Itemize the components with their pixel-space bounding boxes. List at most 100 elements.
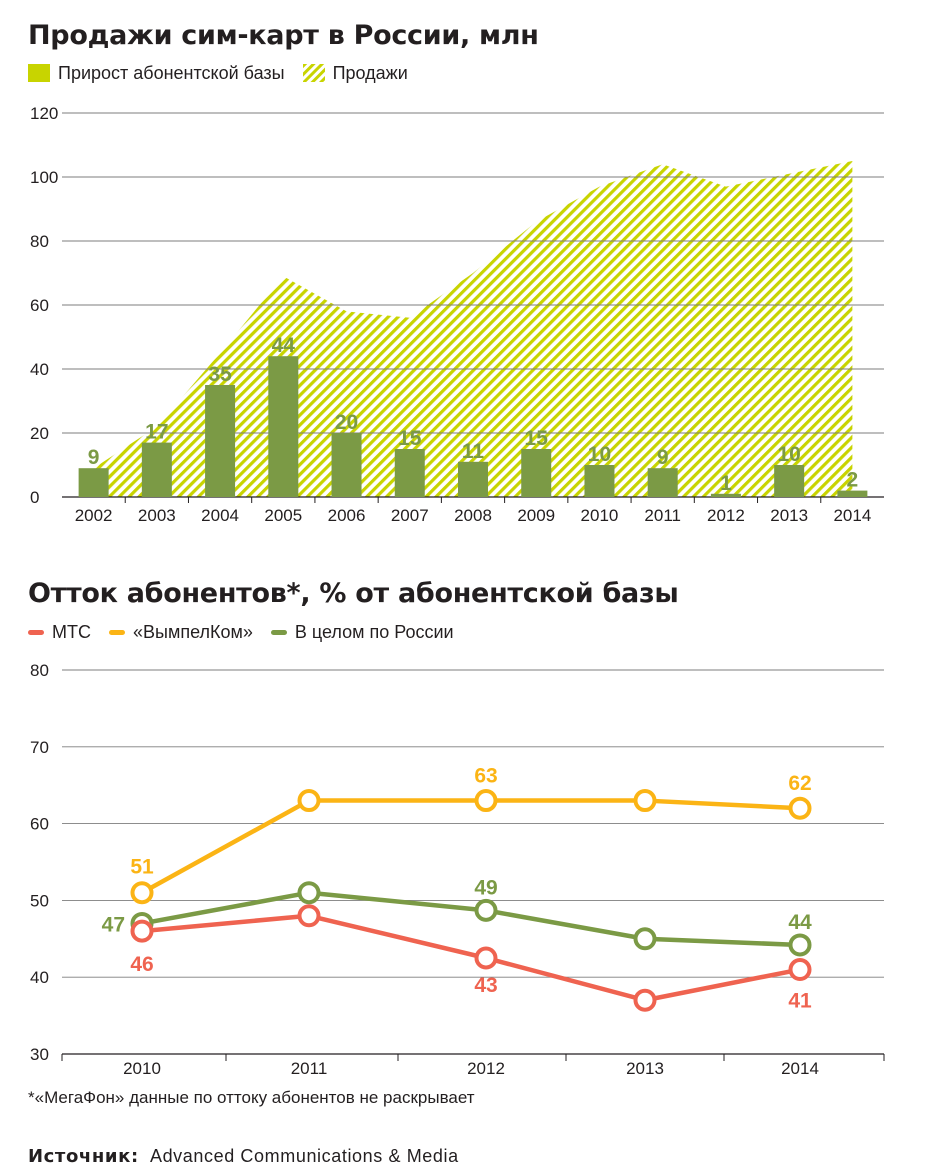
bar-2007 bbox=[394, 449, 425, 497]
y-tick-label: 50 bbox=[30, 891, 49, 910]
bar-label: 9 bbox=[88, 446, 100, 469]
point-1-2011 bbox=[297, 789, 321, 813]
point-0-2010 bbox=[130, 919, 154, 943]
point-1-2013 bbox=[633, 789, 657, 813]
bar-2014 bbox=[837, 490, 868, 497]
x-tick-label: 2010 bbox=[581, 506, 619, 525]
x-tick-label: 2013 bbox=[770, 506, 808, 525]
y-tick-label: 20 bbox=[30, 424, 49, 443]
point-0-2011 bbox=[297, 904, 321, 928]
x-tick-label: 2011 bbox=[644, 506, 681, 525]
x-tick-label: 2014 bbox=[781, 1059, 819, 1078]
point-0-2012 bbox=[474, 946, 498, 970]
legend-item-russia: В целом по России bbox=[270, 621, 454, 643]
x-tick-label: 2007 bbox=[391, 506, 429, 525]
bar-2003 bbox=[141, 442, 172, 497]
data-label: 46 bbox=[130, 953, 153, 976]
bar-label: 9 bbox=[657, 446, 669, 469]
bar-label: 1 bbox=[720, 472, 732, 495]
bar-label: 15 bbox=[398, 427, 422, 450]
bar-2005 bbox=[268, 356, 299, 497]
y-tick-label: 80 bbox=[30, 661, 49, 680]
legend-label-russia: В целом по России bbox=[294, 621, 454, 642]
x-tick-label: 2010 bbox=[123, 1059, 161, 1078]
x-tick-label: 2006 bbox=[328, 506, 366, 525]
bar-2010 bbox=[584, 465, 615, 497]
footnote: *«МегаФон» данные по оттоку абонентов не… bbox=[28, 1088, 475, 1107]
legend-label-mts: МТС bbox=[52, 621, 91, 642]
legend-label-beeline: «ВымпелКом» bbox=[133, 621, 253, 642]
data-label: 63 bbox=[474, 765, 497, 788]
chart1-legend: Прирост абонентской базы Продажи bbox=[28, 62, 426, 84]
y-tick-label: 30 bbox=[30, 1045, 49, 1064]
legend-swatch-sales bbox=[302, 64, 325, 82]
legend-swatch-beeline bbox=[109, 629, 125, 635]
x-tick-label: 2008 bbox=[454, 506, 492, 525]
x-tick-label: 2002 bbox=[75, 506, 113, 525]
legend-item-mts: МТС bbox=[28, 622, 91, 643]
data-label: 41 bbox=[788, 990, 812, 1013]
source-label: Источник: bbox=[28, 1146, 139, 1167]
bar-2013 bbox=[774, 465, 805, 497]
bar-label: 17 bbox=[145, 421, 168, 444]
point-2-2011 bbox=[297, 881, 321, 905]
line-0 bbox=[141, 913, 801, 1003]
point-1-2010 bbox=[130, 881, 154, 905]
point-0-2013 bbox=[633, 988, 657, 1012]
bar-2012 bbox=[710, 493, 741, 497]
y-tick-label: 100 bbox=[30, 168, 58, 187]
bar-2008 bbox=[458, 461, 488, 497]
data-label: 62 bbox=[788, 772, 811, 795]
data-label: 44 bbox=[788, 911, 812, 934]
data-label: 47 bbox=[102, 913, 125, 936]
y-tick-label: 70 bbox=[30, 738, 49, 757]
y-tick-label: 0 bbox=[30, 488, 39, 507]
source-line: Источник: Advanced Communications & Medi… bbox=[28, 1146, 459, 1167]
x-tick-label: 2005 bbox=[264, 506, 302, 525]
data-label: 43 bbox=[474, 974, 497, 997]
x-tick-label: 2012 bbox=[467, 1059, 505, 1078]
bar-2004 bbox=[205, 385, 236, 497]
point-2-2014 bbox=[788, 933, 812, 957]
point-1-2014 bbox=[788, 796, 812, 820]
chart2-title: Отток абонентов*, % от абонентской базы bbox=[28, 578, 679, 609]
x-tick-label: 2014 bbox=[833, 506, 871, 525]
bar-2002 bbox=[78, 468, 109, 497]
sales-chart: 0204060801001209200217200335200444200520… bbox=[30, 104, 884, 525]
bar-label: 20 bbox=[335, 411, 358, 434]
data-label: 51 bbox=[130, 856, 154, 879]
point-2-2012 bbox=[474, 898, 498, 922]
source-text: Advanced Communications & Media bbox=[149, 1146, 459, 1166]
bar-label: 15 bbox=[525, 427, 549, 450]
x-tick-label: 2012 bbox=[707, 506, 745, 525]
x-tick-label: 2004 bbox=[201, 506, 239, 525]
x-tick-label: 2003 bbox=[138, 506, 176, 525]
bar-label: 35 bbox=[208, 363, 232, 386]
point-1-2012 bbox=[474, 789, 498, 813]
bar-label: 11 bbox=[462, 440, 485, 463]
bar-label: 10 bbox=[777, 443, 800, 466]
x-tick-label: 2009 bbox=[517, 506, 555, 525]
bar-2006 bbox=[331, 433, 362, 497]
legend-item-sales: Продажи bbox=[302, 63, 408, 84]
point-2-2013 bbox=[633, 927, 657, 951]
chart2-legend: МТС «ВымпелКом» В целом по России bbox=[28, 621, 472, 643]
line-1 bbox=[140, 798, 801, 895]
point-0-2014 bbox=[788, 958, 812, 982]
y-tick-label: 60 bbox=[30, 815, 49, 834]
churn-chart: 30 40 50 60 70 80 2010 2011 2012 2013 2014 51 63 62 47… bbox=[30, 661, 885, 1078]
x-tick-label: 2013 bbox=[626, 1059, 664, 1078]
legend-swatch-growth bbox=[28, 64, 50, 82]
y-tick-label: 80 bbox=[30, 232, 49, 251]
bar-label: 2 bbox=[847, 469, 859, 492]
x-tick-label: 2011 bbox=[291, 1059, 328, 1078]
bar-label: 10 bbox=[588, 443, 611, 466]
legend-item-beeline: «ВымпелКом» bbox=[109, 622, 253, 643]
legend-swatch-mts bbox=[28, 629, 44, 635]
legend-label-growth: Прирост абонентской базы bbox=[58, 62, 285, 83]
legend-swatch-russia bbox=[270, 629, 287, 635]
legend-item-growth: Прирост абонентской базы bbox=[28, 63, 285, 84]
y-tick-label: 120 bbox=[30, 104, 58, 123]
y-tick-label: 40 bbox=[30, 968, 49, 987]
bar-2009 bbox=[521, 449, 552, 497]
